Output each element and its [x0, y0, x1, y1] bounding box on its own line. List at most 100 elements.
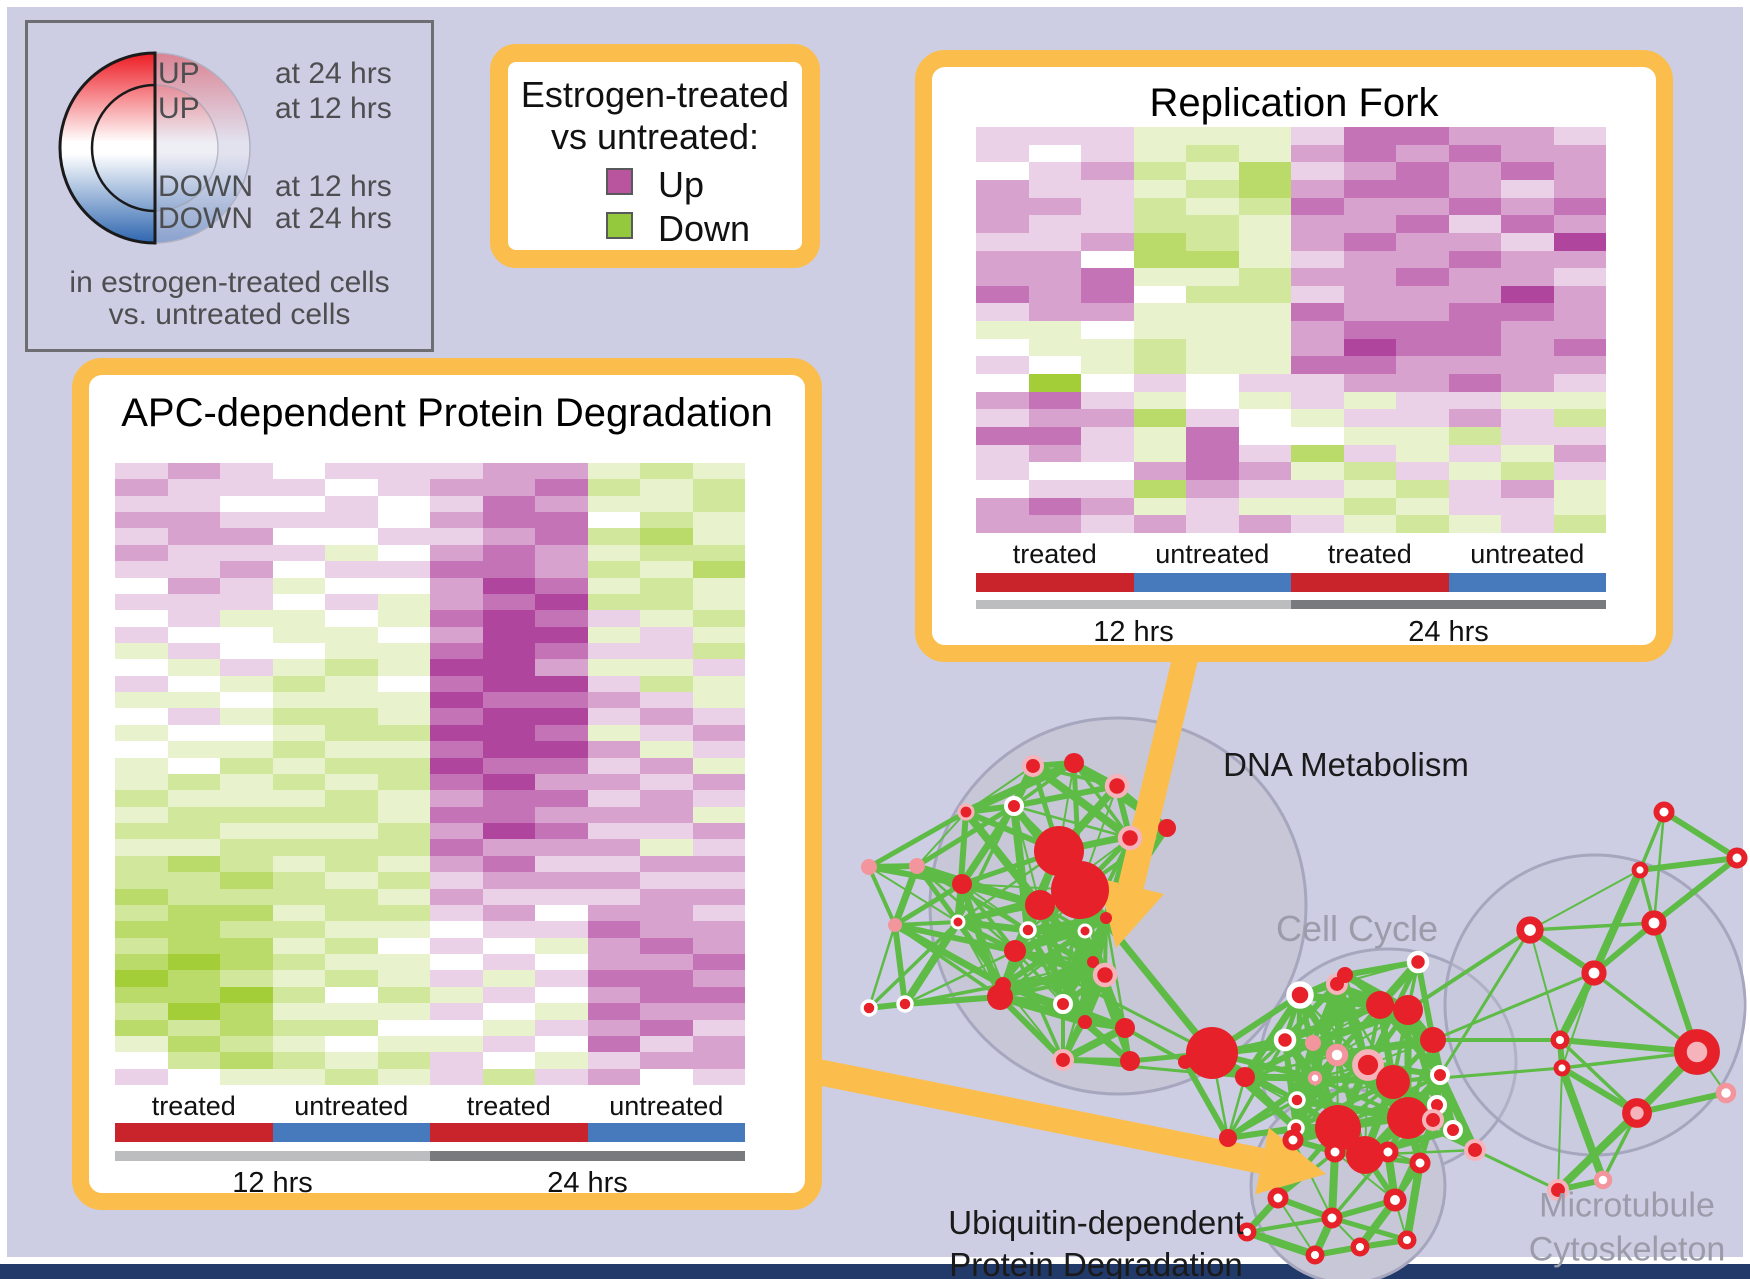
heatmap-cell — [482, 937, 535, 954]
heatmap-cell — [640, 495, 693, 513]
heatmap-cell — [377, 904, 430, 922]
heatmap-cell — [482, 954, 535, 971]
group-label-treated: treated — [1012, 539, 1097, 569]
heatmap-cell — [377, 986, 430, 1004]
heatmap-cell — [640, 675, 693, 693]
heatmap-cell — [1396, 391, 1449, 410]
heatmap-cell — [377, 921, 430, 938]
heatmap-cell — [167, 512, 220, 529]
heatmap-cell — [167, 659, 220, 676]
heatmap-cell — [1133, 391, 1186, 410]
heatmap-cell — [377, 773, 430, 791]
heatmap-cell — [640, 626, 693, 643]
heatmap-cell — [1448, 356, 1501, 375]
heatmap-cell — [1343, 480, 1396, 498]
heatmap-cell — [1238, 162, 1291, 180]
heatmap-cell — [272, 790, 325, 807]
heatmap-cell — [325, 986, 378, 1004]
heatmap-cell — [1186, 374, 1239, 392]
heatmap-cell — [640, 708, 693, 725]
heatmap-cell — [587, 593, 640, 611]
rf-treatment-bars — [976, 573, 1606, 592]
heatmap-cell — [377, 790, 430, 807]
heatmap-cell — [1343, 197, 1396, 216]
heatmap-cell — [1448, 409, 1501, 428]
heatmap-cell — [115, 544, 168, 562]
heatmap-cell — [640, 642, 693, 660]
heatmap-cell — [325, 479, 378, 496]
heatmap-cell — [535, 577, 588, 594]
estrogen-color-legend: Estrogen-treated vs untreated: Up Down — [490, 44, 820, 268]
group-label-untreated: untreated — [1470, 539, 1585, 569]
heatmap-cell — [1448, 515, 1501, 533]
treated-bar — [976, 573, 1134, 592]
heatmap-cell — [272, 1052, 325, 1069]
heatmap-cell — [220, 463, 273, 480]
heatmap-cell — [220, 512, 273, 529]
legend-word: UP — [158, 92, 200, 125]
heatmap-cell — [430, 937, 483, 954]
heatmap-cell — [377, 724, 430, 742]
heatmap-cell — [1448, 162, 1501, 180]
heatmap-cell — [482, 626, 535, 643]
heatmap-cell — [167, 790, 220, 807]
heatmap-cell — [1186, 356, 1239, 375]
heatmap-cell — [1396, 197, 1449, 216]
heatmap-cell — [1133, 127, 1186, 145]
heatmap-cell — [587, 954, 640, 971]
heatmap-cell — [640, 954, 693, 971]
heatmap-cell — [976, 127, 1029, 145]
apc-time-bars — [115, 1151, 745, 1161]
replication-fork-panel: Replication Fork treated untreated treat… — [915, 50, 1673, 662]
rf-heatmap — [976, 127, 1606, 533]
heatmap-cell — [115, 937, 168, 954]
heatmap-cell — [482, 888, 535, 905]
heatmap-cell — [640, 790, 693, 807]
heatmap-cell — [640, 904, 693, 922]
heatmap-cell — [1238, 391, 1291, 410]
heatmap-cell — [1343, 285, 1396, 304]
heatmap-cell — [220, 1052, 273, 1069]
down-label: Down — [658, 208, 751, 249]
heatmap-cell — [377, 937, 430, 954]
heatmap-cell — [1028, 515, 1081, 533]
heatmap-cell — [1133, 497, 1186, 516]
heatmap-cell — [640, 888, 693, 905]
heatmap-cell — [976, 444, 1029, 463]
heatmap-cell — [377, 708, 430, 725]
heatmap-cell — [1186, 250, 1239, 269]
heatmap-cell — [1448, 480, 1501, 498]
heatmap-cell — [1028, 268, 1081, 286]
heatmap-cell — [692, 463, 745, 480]
heatmap-cell — [1081, 374, 1134, 392]
heatmap-cell — [1501, 285, 1554, 304]
heatmap-cell — [115, 642, 168, 660]
heatmap-cell — [692, 692, 745, 709]
heatmap-cell — [377, 528, 430, 545]
heatmap-cell — [640, 839, 693, 856]
heatmap-cell — [692, 1035, 745, 1053]
heatmap-cell — [430, 1035, 483, 1053]
heatmap-cell — [430, 790, 483, 807]
heatmap-cell — [1133, 144, 1186, 163]
heatmap-cell — [430, 512, 483, 529]
heatmap-cell — [220, 659, 273, 676]
heatmap-cell — [430, 708, 483, 725]
heatmap-cell — [1501, 427, 1554, 445]
heatmap-cell — [535, 528, 588, 545]
heatmap-cell — [220, 593, 273, 611]
heatmap-cell — [587, 888, 640, 905]
heatmap-cell — [1553, 391, 1606, 410]
heatmap-cell — [377, 512, 430, 529]
heatmap-cell — [1291, 374, 1344, 392]
heatmap-cell — [1291, 444, 1344, 463]
heatmap-cell — [1238, 285, 1291, 304]
heatmap-cell — [1028, 409, 1081, 428]
heatmap-cell — [482, 1003, 535, 1020]
heatmap-cell — [430, 872, 483, 889]
heatmap-cell — [692, 790, 745, 807]
heatmap-cell — [640, 1035, 693, 1053]
heatmap-cell — [1501, 303, 1554, 322]
heatmap-cell — [482, 921, 535, 938]
heatmap-cell — [1501, 250, 1554, 269]
